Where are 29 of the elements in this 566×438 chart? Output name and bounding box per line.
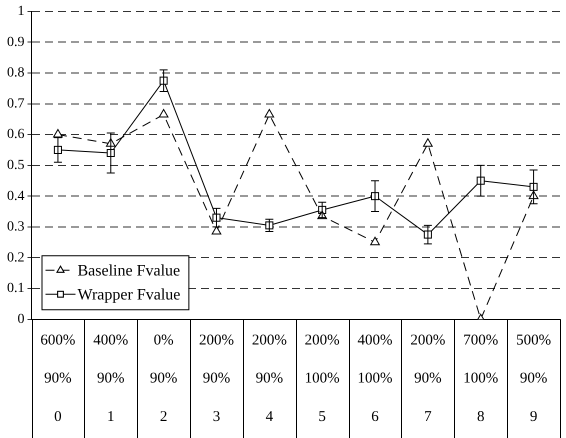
y-tick-label: 0.2 (7, 250, 24, 266)
category-label: 600% 90% 0 (40, 332, 76, 425)
point (53, 129, 63, 138)
category-label: 200% 90% 4 (252, 332, 287, 425)
y-tick-label: 0.9 (7, 34, 24, 50)
category-label: 200% 100% 5 (304, 332, 340, 425)
point (370, 236, 380, 246)
y-tick-label: 0.8 (7, 66, 24, 81)
category-label: 500% 90% 9 (516, 332, 552, 425)
y-tick-label: 0.6 (7, 127, 24, 142)
point (212, 226, 222, 235)
y-tick-label: 0 (18, 312, 24, 327)
category-label: 200% 90% 7 (410, 332, 446, 425)
y-tick-label: 0.3 (7, 220, 24, 235)
category-label: 400% 100% 6 (358, 332, 393, 425)
y-tick-label: 0.4 (7, 188, 24, 204)
legend-label: Baseline Fvalue (78, 262, 180, 280)
category-label: 400% 90% 1 (93, 332, 128, 425)
point (423, 138, 433, 147)
category-label: 0% 90% 2 (150, 332, 178, 425)
y-tick-label: 0.7 (7, 96, 24, 112)
y-tick-label: 0.1 (7, 281, 24, 296)
category-label: 700% 100% 8 (463, 332, 498, 425)
y-tick-label: 0.5 (7, 158, 24, 173)
y-tick-label: 1 (18, 4, 24, 20)
point (158, 109, 168, 118)
legend-label: Wrapper Fvalue (78, 286, 180, 304)
point (264, 109, 274, 118)
category-label: 200% 90% 3 (198, 332, 234, 425)
